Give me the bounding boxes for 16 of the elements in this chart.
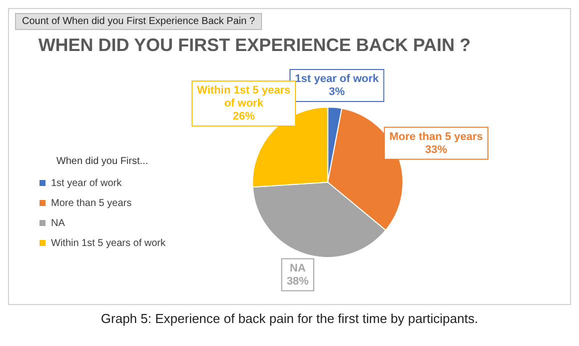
data-label: 26% (232, 110, 255, 122)
slice-label: NA (290, 262, 306, 274)
slice-label: More than 5 years (389, 130, 483, 143)
data-label: 38% (286, 275, 309, 288)
legend-label: 1st year of work (51, 178, 123, 189)
data-label: 3% (328, 86, 346, 98)
text: Count of When did you First Experience Back Pain ? (15, 13, 262, 30)
slice-label: 1st year of work (295, 73, 380, 86)
legend-label: Within 1st 5 years of work (51, 238, 166, 249)
caption: Graph 5: Experience of back pain for the first time by participants. (100, 311, 480, 326)
legend-title: When did you First... (56, 156, 148, 167)
data-label: 33% (425, 144, 448, 156)
legend-label: More than 5 years (51, 198, 132, 209)
legend-label: NA (51, 218, 66, 229)
slice-label: Within 1st 5 years of work (197, 84, 290, 110)
chart-title: WHEN DID YOU FIRST EXPERIENCE BACK PAIN ? (38, 34, 471, 55)
